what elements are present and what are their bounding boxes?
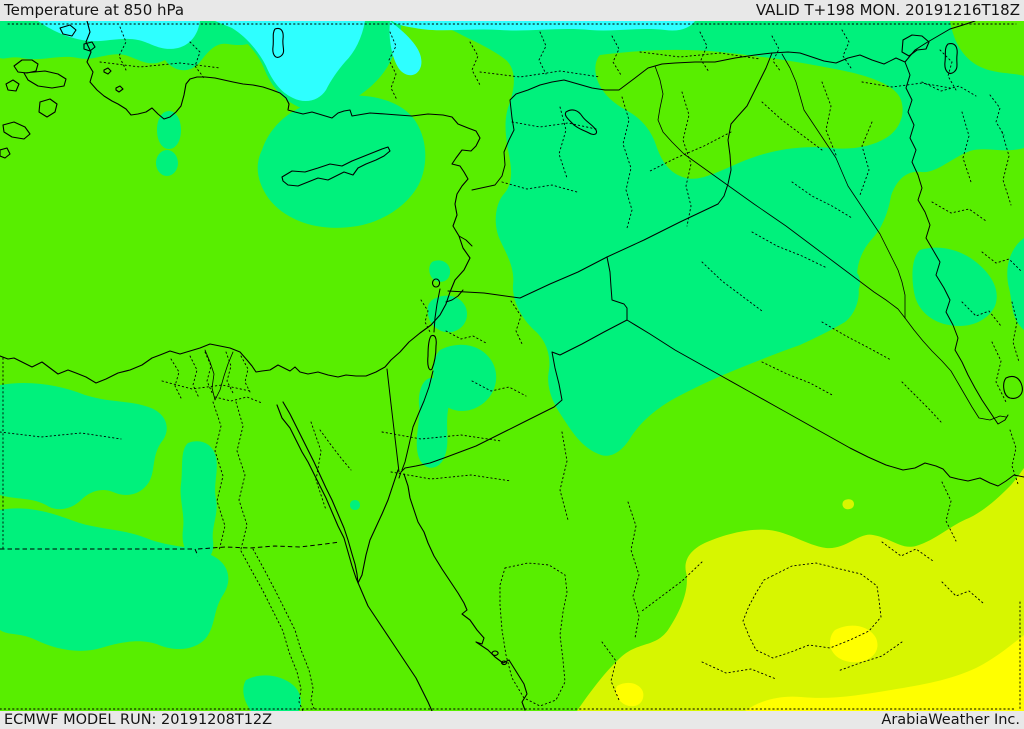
egypt-sudan-border: [0, 541, 341, 557]
syria-province-borders: [501, 91, 732, 229]
tigris-river: [781, 53, 906, 319]
turkey-province-borders: [99, 26, 1005, 136]
valid-time-label: VALID T+198 MON. 20191216T18Z: [755, 1, 1020, 19]
jordan-iraq-border: [606, 256, 628, 321]
temp-field-cool: [0, 21, 1024, 711]
israel-egypt-border: [386, 368, 400, 473]
iran-province-borders: [921, 81, 1022, 485]
country-border-layer: [386, 21, 1024, 487]
levant-admin-borders: [319, 299, 527, 471]
red-sea-west-coastline: [276, 404, 433, 711]
mediterranean-coastline: [0, 21, 481, 384]
temp-field-mild-patches: [595, 21, 1024, 179]
lakes: [272, 27, 1023, 666]
map-canvas: [0, 21, 1024, 711]
temp-field-warmest: [615, 625, 1024, 711]
iraq-province-borders: [701, 81, 942, 423]
saudi-province-borders: [0, 481, 1021, 711]
coastline-layer: [0, 21, 1023, 711]
admin-border-layer: [0, 23, 1022, 711]
credit-label: ArabiaWeather Inc.: [881, 712, 1020, 728]
temp-field-cold: [38, 21, 695, 102]
aegean-islands: [0, 24, 124, 159]
temperature-map-svg: [0, 21, 1024, 711]
red-sea-east-coastline: [403, 473, 528, 711]
egypt-admin-borders: [0, 351, 569, 711]
temp-field-warm: [577, 468, 1024, 711]
syria-iraq-border: [717, 52, 773, 205]
syria-jordan-border: [447, 203, 719, 299]
lebanon-border: [445, 235, 473, 303]
turkey-syria-iraq-iran-border: [471, 51, 1009, 425]
euphrates-river: [654, 65, 906, 319]
river-layer: [204, 53, 1007, 421]
jordan-saudi-border: [398, 319, 628, 479]
shatt-al-arab-river: [904, 317, 1007, 421]
model-run-label: ECMWF MODEL RUN: 20191208T12Z: [4, 712, 273, 728]
sinai-coastline: [282, 401, 399, 584]
map-footer-bar: ECMWF MODEL RUN: 20191208T12Z ArabiaWeat…: [0, 711, 1024, 729]
cyprus-coastline: [281, 146, 391, 187]
map-title: Temperature at 850 hPa: [4, 1, 185, 19]
jordan-river-arava-border: [401, 288, 441, 471]
map-header-bar: Temperature at 850 hPa VALID T+198 MON. …: [0, 0, 1024, 21]
turkey-caucasus-border: [904, 21, 976, 63]
iraq-saudi-kuwait-border: [626, 319, 1024, 487]
nile-delta-branches: [204, 349, 234, 401]
